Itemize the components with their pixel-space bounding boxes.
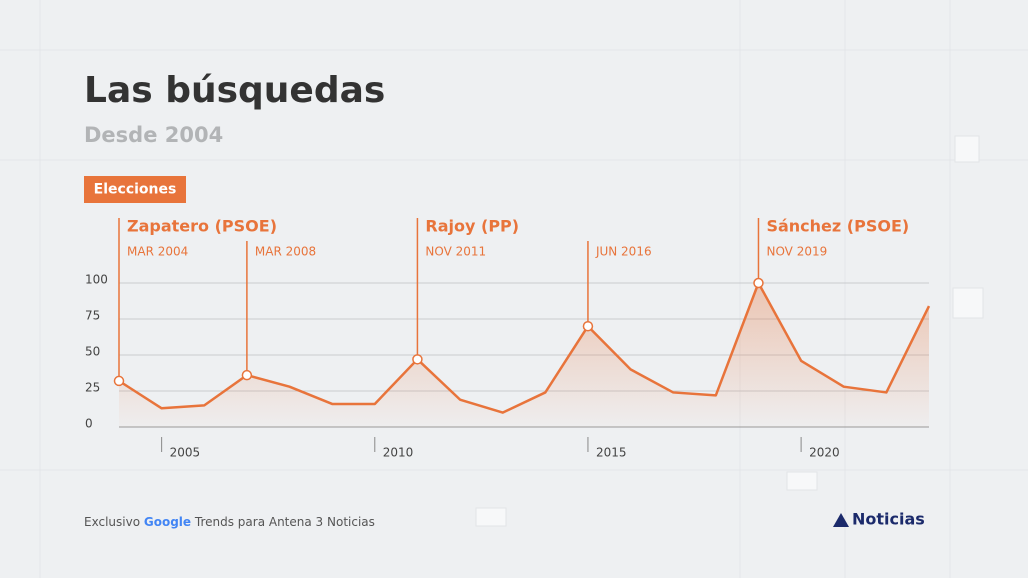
annotation-date: NOV 2011	[425, 245, 486, 259]
annotation-date: NOV 2019	[766, 245, 827, 259]
annotation-label: Sánchez (PSOE)	[766, 217, 909, 236]
deco-cube	[952, 287, 984, 319]
x-tick-label: 2020	[809, 446, 840, 460]
annotation-marker	[412, 354, 423, 365]
logo-symbol	[833, 513, 849, 527]
badge	[84, 176, 186, 203]
area	[119, 283, 929, 427]
line	[118, 281, 931, 414]
y-tick-label: 0	[85, 417, 93, 431]
y-tick-label: 75	[85, 309, 100, 323]
annotation-date: JUN 2016	[595, 245, 652, 259]
footer-rest: Trends para Antena 3 Noticias	[194, 515, 375, 529]
footer: Exclusivo Google Trends para Antena 3 No…	[84, 515, 375, 529]
chart-subtitle: Desde 2004	[84, 123, 223, 147]
deco-cube	[954, 135, 980, 163]
annotation-marker	[241, 369, 253, 381]
x-tick-label: 2005	[170, 446, 201, 460]
x-tick-label: 2010	[383, 446, 414, 460]
annotation-marker	[113, 375, 125, 387]
logo: Noticias	[833, 510, 925, 529]
y-tick-label: 25	[85, 381, 100, 395]
annotation-label: Rajoy (PP)	[425, 217, 519, 236]
annotation-marker	[753, 277, 764, 289]
annotation-marker	[582, 320, 594, 332]
footer-prefix: Exclusivo	[84, 515, 140, 529]
annotation-label: Zapatero (PSOE)	[127, 217, 277, 236]
logo-text: Noticias	[852, 510, 925, 529]
deco-cube	[475, 507, 507, 527]
plot: 0 25 50 75 100 2005 2010 2015 2020 Zapatero (PSOE…	[85, 217, 931, 460]
deco-cube	[786, 471, 818, 491]
footer-brand: Google	[144, 515, 191, 529]
annotation-date: MAR 2008	[255, 245, 316, 259]
badge-text: Elecciones	[94, 182, 177, 198]
y-tick-label: 50	[85, 345, 100, 359]
x-tick-label: 2015	[596, 446, 627, 460]
annotation-date: MAR 2004	[127, 245, 188, 259]
y-tick-label: 100	[85, 273, 108, 287]
chart-title: Las búsquedas	[84, 70, 385, 111]
